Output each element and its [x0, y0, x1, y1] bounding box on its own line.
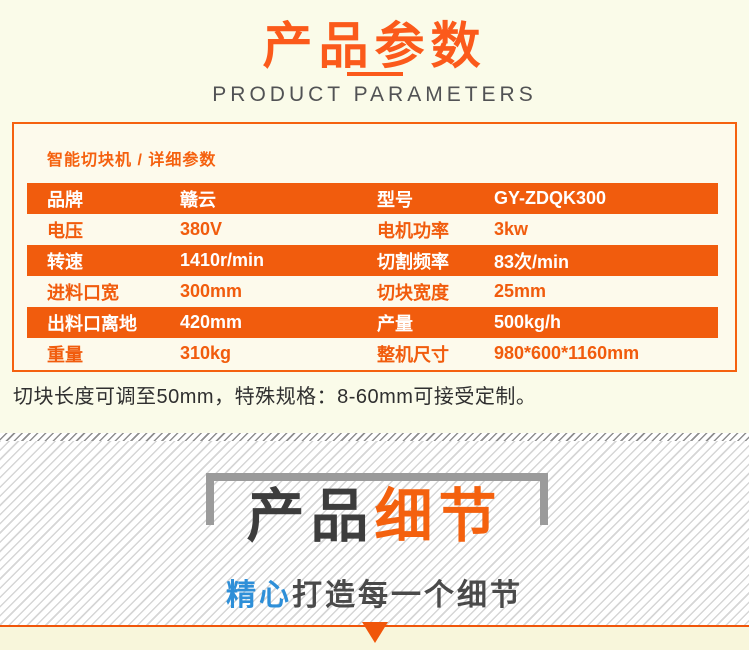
spec-value: 300mm — [180, 281, 243, 301]
spec-label: 进料口宽 — [47, 282, 119, 303]
spec-table-box: 智能切块机 / 详细参数 品牌 赣云 型号 GY-ZDQK300 电压 380V… — [12, 122, 737, 372]
spec-label: 出料口离地 — [47, 313, 137, 334]
table-row: 出料口离地 420mm 产量 500kg/h — [27, 307, 718, 338]
spec-label: 重量 — [47, 344, 83, 365]
spec-value: GY-ZDQK300 — [494, 188, 607, 208]
top-bracket-decoration — [206, 473, 548, 525]
table-row: 转速 1410r/min 切割频率 83次/min — [27, 245, 718, 276]
spec-label: 整机尺寸 — [377, 344, 449, 365]
spec-value: 83次/min — [494, 251, 570, 272]
spec-label: 产量 — [377, 313, 413, 334]
spec-label: 切块宽度 — [377, 282, 449, 303]
details-subtitle-gray: 打造每一个细节 — [292, 579, 523, 612]
spec-label: 电机功率 — [377, 220, 449, 241]
page-title: 产品参数 — [262, 18, 487, 74]
spec-table: 品牌 赣云 型号 GY-ZDQK300 电压 380V 电机功率 3kw 转速 … — [27, 183, 718, 369]
details-title-orange: 细节 — [374, 484, 503, 549]
customization-note: 切块长度可调至50mm，特殊规格：8-60mm可接受定制。 — [13, 386, 537, 408]
table-row: 品牌 赣云 型号 GY-ZDQK300 — [27, 183, 718, 214]
spec-value: 25mm — [494, 281, 547, 301]
details-subtitle: 精心打造每一个细节 — [0, 570, 749, 614]
spec-value: 500kg/h — [494, 312, 562, 332]
down-arrow-icon — [361, 622, 388, 643]
spec-label: 转速 — [47, 251, 83, 272]
product-details-banner: 产品细节 精心打造每一个细节 — [0, 433, 749, 625]
details-subtitle-blue: 精心 — [226, 579, 292, 612]
page-subtitle-en: PRODUCT PARAMETERS — [212, 83, 537, 106]
spec-value: 3kw — [494, 219, 529, 239]
title-underline-decoration — [346, 72, 403, 76]
spec-value: 420mm — [180, 312, 243, 332]
stripe-top-edge-decoration — [0, 433, 749, 441]
table-row: 进料口宽 300mm 切块宽度 25mm — [27, 276, 718, 307]
spec-label: 型号 — [377, 189, 413, 210]
spec-value: 1410r/min — [180, 250, 265, 270]
spec-value: 380V — [180, 219, 223, 239]
table-row: 重量 310kg 整机尺寸 980*600*1160mm — [27, 338, 718, 369]
spec-box-heading: 智能切块机 / 详细参数 — [47, 152, 217, 169]
table-row: 电压 380V 电机功率 3kw — [27, 214, 718, 245]
details-title: 产品细节 — [0, 485, 749, 549]
spec-value: 310kg — [180, 343, 232, 363]
details-title-black: 产品 — [246, 484, 375, 549]
spec-value: 赣云 — [180, 189, 216, 210]
spec-label: 品牌 — [47, 189, 83, 210]
spec-label: 切割频率 — [377, 251, 449, 272]
spec-label: 电压 — [47, 220, 83, 241]
spec-value: 980*600*1160mm — [494, 343, 640, 363]
